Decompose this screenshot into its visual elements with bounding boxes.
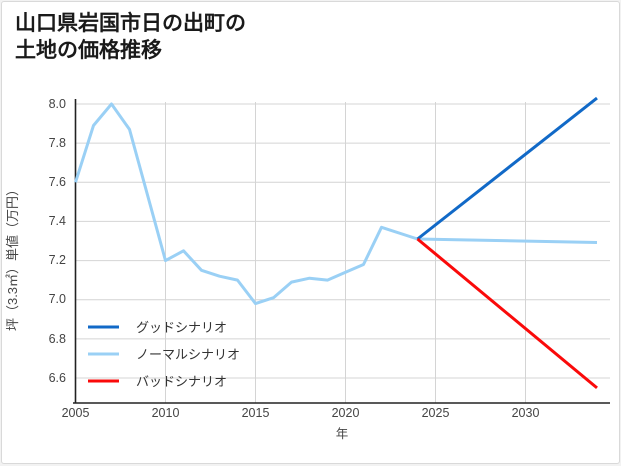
svg-text:2005: 2005 [62, 406, 90, 420]
svg-text:坪（3.3㎡）単値（万円）: 坪（3.3㎡）単値（万円） [5, 183, 20, 331]
svg-text:2020: 2020 [332, 406, 360, 420]
svg-text:7.2: 7.2 [49, 253, 66, 267]
svg-text:7.4: 7.4 [49, 214, 66, 228]
svg-text:6.8: 6.8 [49, 332, 66, 346]
svg-text:7.6: 7.6 [49, 175, 66, 189]
svg-text:年: 年 [336, 427, 349, 441]
svg-text:8.0: 8.0 [49, 97, 66, 111]
svg-text:7.8: 7.8 [49, 136, 66, 150]
svg-text:2025: 2025 [422, 406, 450, 420]
svg-text:2015: 2015 [242, 406, 270, 420]
svg-text:グッドシナリオ: グッドシナリオ [136, 320, 227, 335]
svg-text:2010: 2010 [152, 406, 180, 420]
svg-text:2030: 2030 [512, 406, 540, 420]
svg-text:バッドシナリオ: バッドシナリオ [136, 374, 227, 389]
svg-text:6.6: 6.6 [49, 371, 66, 385]
svg-text:7.0: 7.0 [49, 292, 66, 306]
svg-text:ノーマルシナリオ: ノーマルシナリオ [136, 347, 240, 362]
